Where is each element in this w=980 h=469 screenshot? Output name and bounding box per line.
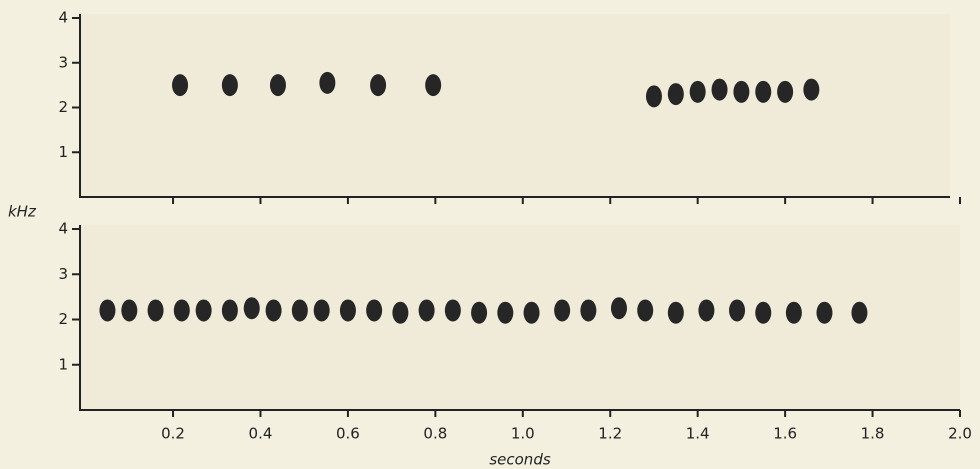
axis-line	[79, 225, 960, 411]
syllable	[319, 71, 336, 94]
syllable	[554, 299, 571, 322]
syllable	[147, 299, 164, 322]
syllable	[366, 299, 383, 322]
y-tick-label: 1	[58, 143, 68, 161]
syllable	[195, 299, 212, 322]
syllable	[418, 299, 435, 322]
syllable	[265, 299, 282, 322]
syllable	[173, 299, 190, 322]
x-tick-label: 0.4	[249, 425, 273, 443]
syllable	[370, 74, 387, 97]
syllable	[816, 301, 833, 324]
syllable	[667, 301, 684, 324]
x-tick-label: 1.6	[773, 425, 797, 443]
x-tick-label: 0.2	[161, 425, 185, 443]
syllable	[497, 301, 514, 324]
syllable	[444, 299, 461, 322]
syllable	[689, 80, 706, 103]
x-tick-label: 1.2	[598, 425, 622, 443]
x-tick-label: 1.0	[511, 425, 535, 443]
y-axis-label: kHz	[8, 203, 37, 221]
x-axis-label: seconds	[489, 451, 550, 469]
syllable	[711, 78, 728, 101]
syllable	[729, 299, 746, 322]
x-tick-label: 1.8	[861, 425, 885, 443]
y-tick-label: 3	[58, 265, 68, 283]
y-tick-label: 4	[58, 220, 68, 238]
syllable	[339, 299, 356, 322]
syllable	[851, 301, 868, 324]
y-tick-label: 3	[58, 53, 68, 71]
syllable	[425, 74, 442, 97]
y-tick-label: 2	[58, 310, 68, 328]
syllable	[221, 74, 238, 97]
syllable	[645, 85, 662, 108]
x-tick-label: 0.6	[336, 425, 360, 443]
syllable	[610, 297, 627, 320]
syllable	[243, 297, 260, 320]
syllable	[221, 299, 238, 322]
syllable	[755, 80, 772, 103]
syllable	[777, 80, 794, 103]
syllable	[269, 74, 286, 97]
syllable	[99, 299, 116, 322]
syllable	[291, 299, 308, 322]
syllable	[580, 299, 597, 322]
syllable	[803, 78, 820, 101]
x-tick-label: 2.0	[948, 425, 972, 443]
syllable	[172, 74, 189, 97]
syllable	[637, 299, 654, 322]
syllable	[471, 301, 488, 324]
axis-line	[79, 14, 950, 198]
x-tick-label: 1.4	[686, 425, 710, 443]
syllable	[313, 299, 330, 322]
syllable	[785, 301, 802, 324]
y-tick-label: 1	[58, 355, 68, 373]
syllable	[392, 301, 409, 324]
syllable	[667, 83, 684, 106]
syllable	[523, 301, 540, 324]
y-tick-label: 4	[58, 9, 68, 27]
syllable	[733, 80, 750, 103]
syllable	[755, 301, 772, 324]
syllable	[698, 299, 715, 322]
syllable	[121, 299, 138, 322]
x-tick-label: 0.8	[423, 425, 447, 443]
y-tick-label: 2	[58, 98, 68, 116]
panel-background	[80, 14, 950, 197]
